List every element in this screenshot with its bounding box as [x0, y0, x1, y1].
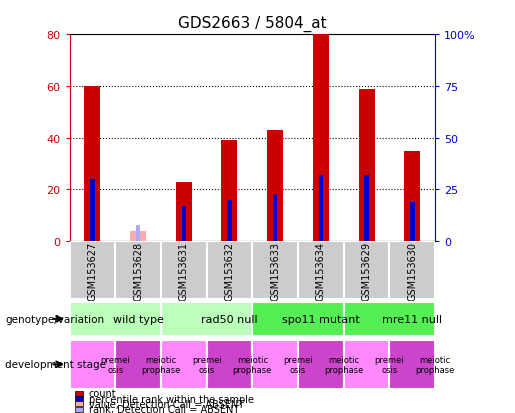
- Bar: [176, 182, 192, 242]
- Text: GSM153627: GSM153627: [88, 241, 97, 300]
- Text: premei
osis: premei osis: [283, 355, 313, 374]
- Text: premei
osis: premei osis: [100, 355, 130, 374]
- Bar: [70, 242, 115, 299]
- Text: GSM153629: GSM153629: [362, 241, 372, 300]
- Bar: [389, 339, 435, 389]
- Text: count: count: [89, 388, 116, 398]
- Text: meiotic
prophase: meiotic prophase: [233, 355, 272, 374]
- Text: development stage: development stage: [5, 359, 106, 370]
- Text: value, Detection Call = ABSENT: value, Detection Call = ABSENT: [89, 399, 244, 409]
- Bar: [181, 206, 186, 242]
- Bar: [207, 242, 252, 299]
- Text: meiotic
prophase: meiotic prophase: [416, 355, 455, 374]
- Bar: [136, 225, 141, 242]
- Text: GSM153634: GSM153634: [316, 241, 326, 300]
- Bar: [410, 202, 415, 242]
- Text: GSM153630: GSM153630: [407, 241, 417, 300]
- Bar: [115, 242, 161, 299]
- Bar: [358, 89, 374, 242]
- Bar: [161, 339, 207, 389]
- Bar: [389, 242, 435, 299]
- Text: rad50 null: rad50 null: [201, 314, 258, 324]
- Text: premei
osis: premei osis: [374, 355, 404, 374]
- Bar: [130, 231, 146, 242]
- Text: mre11 null: mre11 null: [382, 314, 442, 324]
- Text: GSM153632: GSM153632: [225, 241, 234, 300]
- Text: genotype/variation: genotype/variation: [5, 314, 104, 324]
- Text: meiotic
prophase: meiotic prophase: [141, 355, 181, 374]
- Text: GSM153633: GSM153633: [270, 241, 280, 300]
- Bar: [298, 339, 344, 389]
- Text: GSM153628: GSM153628: [133, 241, 143, 300]
- Bar: [115, 339, 161, 389]
- Bar: [90, 180, 95, 242]
- Bar: [227, 200, 232, 242]
- Bar: [161, 302, 252, 336]
- Bar: [161, 242, 207, 299]
- Bar: [344, 339, 389, 389]
- Bar: [404, 151, 420, 242]
- Text: GSM153631: GSM153631: [179, 241, 189, 300]
- Text: meiotic
prophase: meiotic prophase: [324, 355, 364, 374]
- Bar: [84, 87, 100, 242]
- Bar: [252, 242, 298, 299]
- Title: GDS2663 / 5804_at: GDS2663 / 5804_at: [178, 16, 327, 32]
- Bar: [344, 242, 389, 299]
- Text: premei
osis: premei osis: [192, 355, 221, 374]
- Text: percentile rank within the sample: percentile rank within the sample: [89, 394, 253, 404]
- Bar: [267, 131, 283, 242]
- Bar: [252, 339, 298, 389]
- Bar: [364, 176, 369, 242]
- Bar: [70, 302, 161, 336]
- Bar: [319, 176, 323, 242]
- Bar: [221, 141, 237, 242]
- Bar: [252, 302, 344, 336]
- Bar: [70, 339, 115, 389]
- Text: spo11 mutant: spo11 mutant: [282, 314, 360, 324]
- Bar: [207, 339, 252, 389]
- Text: rank, Detection Call = ABSENT: rank, Detection Call = ABSENT: [89, 404, 239, 413]
- Bar: [344, 302, 435, 336]
- Bar: [273, 194, 278, 242]
- Text: wild type: wild type: [113, 314, 164, 324]
- Bar: [298, 242, 344, 299]
- Bar: [313, 35, 329, 242]
